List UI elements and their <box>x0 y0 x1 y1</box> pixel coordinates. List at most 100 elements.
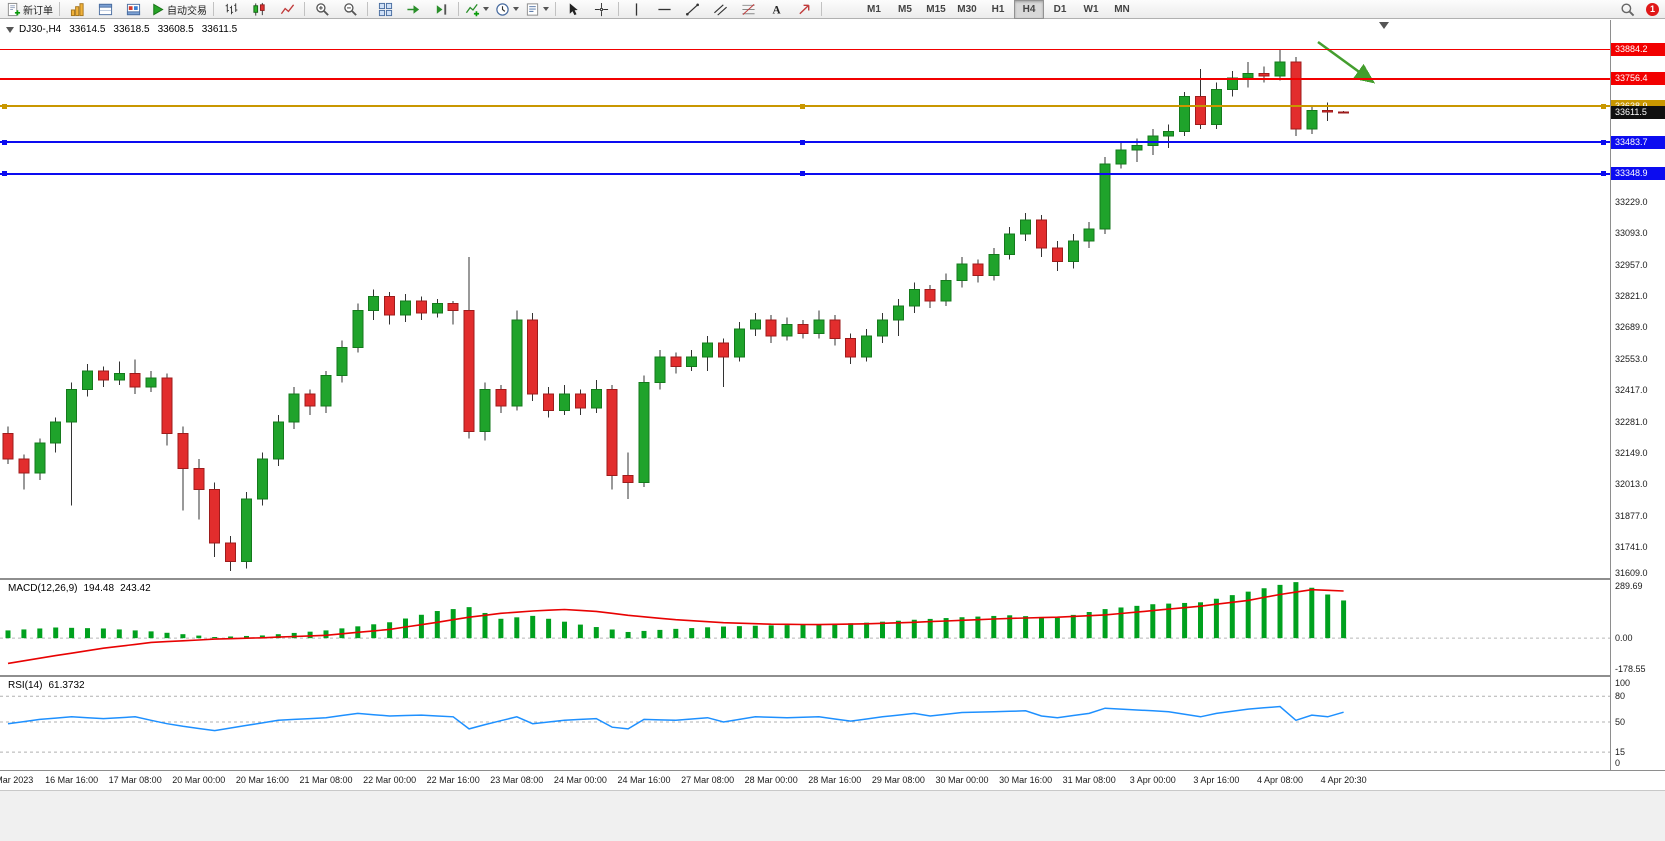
timeframe-button-w1[interactable]: W1 <box>1083 3 1099 15</box>
time-axis-label: 4 Apr 08:00 <box>1256 775 1304 785</box>
trendline-tool-button[interactable] <box>678 0 706 19</box>
chart-shift-marker[interactable] <box>1379 22 1389 29</box>
macd-chart[interactable] <box>0 580 1610 675</box>
fibonacci-tool-button[interactable] <box>734 0 762 19</box>
toolbar-separator <box>367 2 368 16</box>
price-axis-label: 32689.0 <box>1615 322 1648 332</box>
crosshair-icon <box>594 2 608 16</box>
price-level-tag: 33483.7 <box>1611 135 1665 149</box>
terminal-button[interactable] <box>119 0 147 19</box>
horizontal-level-line[interactable] <box>0 48 1610 50</box>
time-axis[interactable]: 16 Mar 2023 16 Mar 16:00 17 Mar 08:00 20 Ma… <box>0 770 1665 790</box>
rsi-axis-label: 0 <box>1615 758 1621 768</box>
level-handle[interactable] <box>2 171 7 177</box>
templates-button[interactable] <box>522 0 552 19</box>
rsi-chart[interactable] <box>0 677 1610 769</box>
dropdown-caret-icon <box>513 7 519 11</box>
macd-axis-label: 0.00 <box>1615 633 1633 644</box>
level-handle[interactable] <box>1601 171 1606 177</box>
periods-button[interactable] <box>492 0 522 19</box>
zoom-out-button[interactable] <box>336 0 364 19</box>
main-chart-panel[interactable]: DJ30-,H4 33614.5 33618.5 33608.5 33611.5 <box>0 20 1610 578</box>
timeframe-button-h1[interactable]: H1 <box>991 3 1005 15</box>
timeframe-button-h4[interactable]: H4 <box>1014 0 1044 19</box>
horizontal-level-line[interactable] <box>0 172 1610 175</box>
toolbar-separator <box>59 2 60 16</box>
panel-divider[interactable] <box>0 578 1665 580</box>
crosshair-button[interactable] <box>587 0 615 19</box>
macd-panel[interactable]: MACD(12,26,9) 194.48 243.42 <box>0 580 1610 675</box>
horizontal-level-line[interactable] <box>0 78 1610 80</box>
level-handle[interactable] <box>2 103 7 109</box>
price-axis[interactable]: 33884.233756.433638.933483.733348.933611… <box>1610 20 1665 770</box>
time-axis-label: 29 Mar 08:00 <box>871 775 925 785</box>
time-axis-label: 27 Mar 08:00 <box>681 775 735 785</box>
line-chart-button[interactable] <box>273 0 301 19</box>
autotrading-button[interactable]: 自动交易 <box>147 0 210 19</box>
arrows-tool-button[interactable] <box>790 0 818 19</box>
symbol-period-label: DJ30-,H4 <box>19 24 62 35</box>
dropdown-caret-icon <box>543 7 549 11</box>
fibonacci-icon <box>741 3 755 15</box>
cursor-button[interactable] <box>559 0 587 19</box>
tile-windows-button[interactable] <box>371 0 399 19</box>
text-tool-button[interactable]: A <box>762 0 790 19</box>
macd-main-value: 194.48 <box>83 583 115 594</box>
timeframe-button-m30[interactable]: M30 <box>957 3 977 15</box>
level-handle[interactable] <box>800 103 805 109</box>
timeframe-button-m15[interactable]: M15 <box>926 3 946 15</box>
level-handle[interactable] <box>800 171 805 177</box>
horizontal-level-line[interactable] <box>0 141 1610 144</box>
time-axis-label: 20 Mar 16:00 <box>235 775 289 785</box>
auto-scroll-button[interactable] <box>399 0 427 19</box>
svg-text:A: A <box>772 4 781 16</box>
macd-axis-label: 289.69 <box>1615 581 1643 591</box>
timeframe-button-mn[interactable]: MN <box>1114 3 1130 15</box>
vertical-line-tool-button[interactable] <box>622 0 650 19</box>
time-axis-label: 22 Mar 16:00 <box>426 775 480 785</box>
data-window-button[interactable] <box>91 0 119 19</box>
price-axis-label: 33229.0 <box>1615 196 1648 207</box>
time-axis-label: 28 Mar 16:00 <box>808 775 862 785</box>
time-axis-label: 3 Apr 00:00 <box>1129 775 1176 785</box>
indicators-button[interactable] <box>462 0 492 19</box>
toolbar: 新订单 自动交易 <box>0 0 1665 19</box>
zoom-in-button[interactable] <box>308 0 336 19</box>
candlestick-chart[interactable] <box>0 20 1610 578</box>
price-level-tag: 33348.9 <box>1611 167 1665 181</box>
chart-shift-button[interactable] <box>427 0 455 19</box>
toolbar-separator <box>618 2 619 16</box>
search-button[interactable] <box>1613 0 1641 19</box>
level-handle[interactable] <box>1601 103 1606 109</box>
toolbar-separator <box>555 2 556 16</box>
rsi-axis-label: 50 <box>1615 717 1626 727</box>
templates-icon <box>526 2 539 16</box>
low-value: 33608.5 <box>157 24 194 35</box>
horizontal-level-line[interactable] <box>0 105 1610 108</box>
new-order-button[interactable]: 新订单 <box>3 0 56 19</box>
timeframe-button-d1[interactable]: D1 <box>1053 3 1067 15</box>
level-handle[interactable] <box>2 139 7 145</box>
one-click-trading-toggle-icon[interactable] <box>6 27 14 33</box>
candlestick-chart-button[interactable] <box>245 0 273 19</box>
horizontal-line-tool-button[interactable] <box>650 0 678 19</box>
market-watch-icon <box>70 2 84 16</box>
market-watch-button[interactable] <box>63 0 91 19</box>
text-tool-icon: A <box>772 4 781 16</box>
panel-divider[interactable] <box>0 675 1665 677</box>
chart-window: DJ30-,H4 33614.5 33618.5 33608.5 33611.5… <box>0 20 1665 841</box>
level-handle[interactable] <box>1601 139 1606 145</box>
rsi-panel[interactable]: RSI(14) 61.3732 <box>0 677 1610 769</box>
price-axis-label: 32821.0 <box>1615 291 1648 302</box>
candlestick-chart-icon <box>252 2 265 16</box>
timeframe-button-m5[interactable]: M5 <box>898 3 912 15</box>
level-handle[interactable] <box>800 139 805 145</box>
current-price-tag: 33611.5 <box>1611 106 1665 120</box>
price-axis-label: 32417.0 <box>1615 385 1648 396</box>
timeframe-button-m1[interactable]: M1 <box>867 3 881 15</box>
bar-chart-button[interactable] <box>217 0 245 19</box>
channel-tool-button[interactable] <box>706 0 734 19</box>
notification-badge[interactable]: 1 <box>1646 2 1659 16</box>
new-order-label: 新订单 <box>23 5 53 17</box>
